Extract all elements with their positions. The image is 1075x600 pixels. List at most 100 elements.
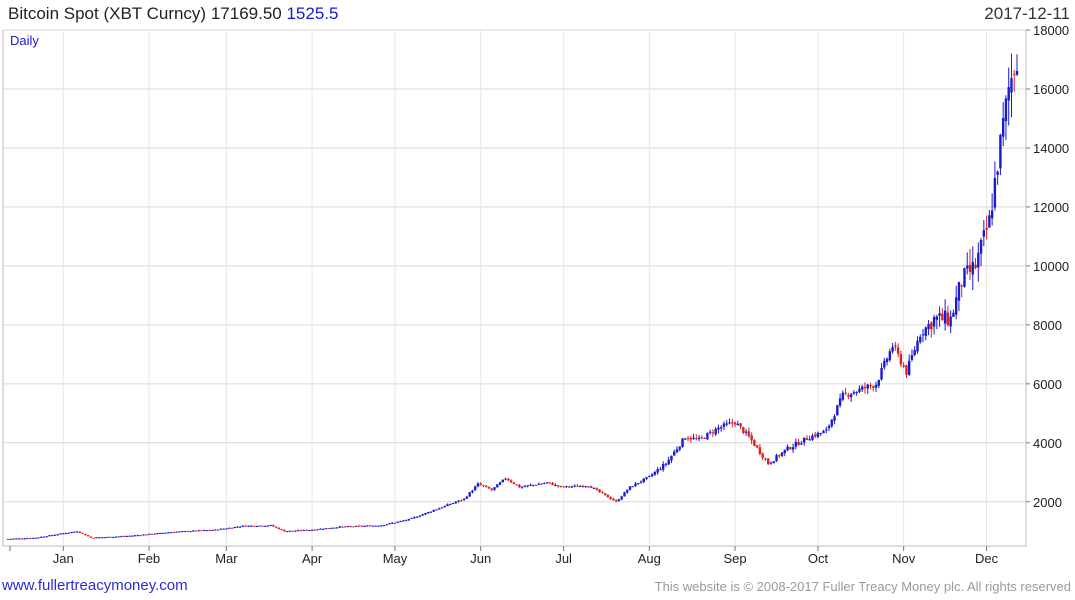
candle-body — [772, 461, 775, 464]
candle-body — [180, 531, 184, 533]
candle-body — [379, 525, 383, 527]
candle-body — [816, 432, 820, 437]
x-tick-label: Jul — [555, 551, 572, 566]
candle-body — [800, 443, 803, 445]
candle-body — [175, 531, 178, 533]
candle-body — [767, 458, 770, 465]
candle-body — [833, 416, 836, 421]
candle-body — [415, 516, 419, 518]
candle-body — [952, 312, 955, 317]
x-tick-label: Sep — [723, 551, 746, 566]
candle-body — [95, 537, 98, 539]
candle-body — [631, 486, 634, 488]
plot-area — [2, 29, 1027, 547]
candle-body — [786, 446, 789, 451]
candle-body — [266, 525, 270, 527]
candle-body — [413, 517, 416, 519]
candle-body — [946, 312, 950, 325]
candle-body — [261, 525, 264, 527]
candle-body — [451, 503, 455, 505]
candle-body — [825, 429, 828, 431]
candle-body — [708, 431, 712, 433]
candle-body — [341, 526, 344, 528]
candle-body — [858, 388, 861, 392]
candle-body — [667, 459, 670, 465]
candle-body — [316, 529, 319, 531]
candle-body — [650, 474, 654, 477]
candle-body — [728, 422, 731, 424]
candle-body — [717, 427, 720, 430]
candle-body — [927, 324, 930, 330]
candle-body — [299, 530, 303, 532]
candle-body — [355, 525, 358, 527]
candle-body — [808, 439, 811, 441]
candle-body — [1013, 74, 1016, 76]
candle-body — [407, 518, 411, 521]
candle-body — [736, 423, 739, 426]
x-tick-label: Apr — [302, 551, 323, 566]
candle-body — [169, 532, 173, 534]
candle-body — [700, 437, 704, 439]
candle-body — [404, 520, 408, 522]
x-tick-label: Dec — [975, 551, 999, 566]
candle-body — [114, 536, 118, 538]
candle-body — [438, 508, 441, 510]
candle-body — [109, 536, 112, 538]
candle-body — [429, 511, 433, 513]
candle-body — [579, 486, 582, 488]
candle-body — [426, 512, 430, 514]
candle-body — [985, 227, 988, 230]
candle-body — [153, 533, 156, 535]
candle-body — [208, 529, 211, 531]
candle-body — [966, 265, 969, 269]
candle-body — [504, 478, 507, 480]
candle-body — [1001, 118, 1005, 137]
candle-body — [399, 521, 402, 523]
candle-body — [338, 526, 341, 528]
candle-body — [847, 394, 850, 397]
candle-body — [280, 529, 283, 531]
candle-body — [305, 529, 308, 531]
candle-body — [617, 499, 621, 502]
candle-body — [192, 530, 195, 532]
candle-body — [532, 484, 535, 486]
candle-body — [877, 380, 880, 386]
candle-body — [493, 487, 496, 490]
candle-body — [391, 522, 394, 524]
site-link[interactable]: www.fullertreacymoney.com — [2, 577, 188, 594]
candle-body — [977, 252, 980, 268]
candle-body — [706, 432, 709, 440]
candle-body — [236, 526, 239, 528]
candle-body — [23, 538, 26, 540]
candle-body — [84, 533, 87, 536]
candle-body — [830, 419, 833, 427]
candle-body — [576, 485, 579, 487]
candle-body — [592, 488, 596, 490]
candle-body — [214, 529, 217, 531]
candle-body — [587, 486, 590, 488]
candle-body — [869, 384, 872, 386]
candle-body — [570, 486, 574, 488]
candle-body — [731, 422, 734, 424]
y-tick-label: 8000 — [1033, 318, 1062, 333]
candle-body — [56, 534, 59, 536]
candle-body — [15, 538, 18, 540]
candle-body — [802, 437, 806, 443]
candle-body — [988, 215, 991, 228]
candle-body — [974, 264, 977, 269]
candle-body — [999, 134, 1002, 169]
candle-body — [949, 316, 952, 327]
candle-body — [324, 528, 328, 530]
candle-body — [695, 438, 698, 440]
candle-body — [919, 336, 922, 343]
candle-body — [377, 525, 380, 527]
candle-body — [319, 528, 322, 530]
candle-body — [612, 498, 615, 501]
candle-body — [609, 497, 612, 500]
candle-body — [313, 529, 317, 531]
candle-body — [183, 531, 187, 533]
candle-body — [924, 327, 927, 336]
candle-body — [841, 392, 845, 400]
copyright-text: This website is © 2008-2017 Fuller Treac… — [654, 579, 1071, 594]
candle-body — [1007, 87, 1010, 101]
